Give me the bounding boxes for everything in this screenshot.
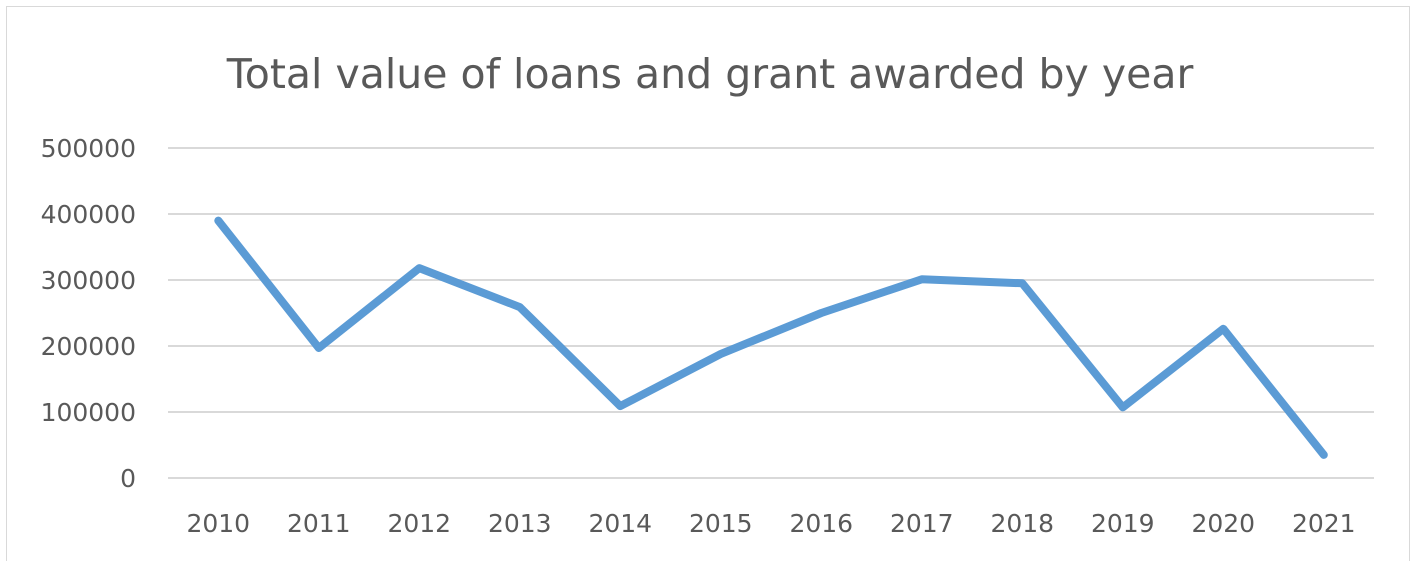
y-tick-label: 100000: [41, 398, 136, 427]
data-point-2021: [1320, 451, 1328, 459]
x-axis-labels: 2010 2011 2012 2013 2014 2015 2016 2017 2018 2019…: [186, 509, 1355, 538]
chart-title: Total value of loans and grant awarded b…: [226, 50, 1194, 98]
series-group: [214, 216, 1328, 459]
x-tick-label: 2018: [990, 509, 1054, 538]
x-tick-label: 2010: [186, 509, 250, 538]
chart-frame: [6, 6, 1410, 561]
data-point-2016: [817, 309, 825, 317]
x-tick-label: 2016: [789, 509, 853, 538]
data-point-2018: [1018, 279, 1026, 287]
x-tick-label: 2011: [287, 509, 351, 538]
y-tick-label: 0: [120, 464, 136, 493]
data-point-2013: [516, 303, 524, 311]
x-tick-label: 2013: [488, 509, 552, 538]
data-point-2012: [415, 264, 423, 272]
data-point-2014: [616, 402, 624, 410]
x-tick-label: 2015: [689, 509, 753, 538]
x-tick-label: 2012: [387, 509, 451, 538]
x-tick-label: 2020: [1191, 509, 1255, 538]
x-tick-label: 2014: [588, 509, 652, 538]
data-point-2011: [315, 344, 323, 352]
data-point-2020: [1219, 325, 1227, 333]
data-point-2017: [918, 275, 926, 283]
series-line: [214, 216, 1328, 459]
x-tick-label: 2019: [1091, 509, 1155, 538]
x-tick-label: 2021: [1292, 509, 1356, 538]
y-tick-label: 500000: [41, 134, 136, 163]
y-tick-label: 200000: [41, 332, 136, 361]
gridlines: [168, 147, 1374, 479]
x-tick-label: 2017: [890, 509, 954, 538]
y-axis-labels: 0 100000 200000 300000 400000 500000: [41, 134, 136, 493]
data-point-2015: [717, 350, 725, 358]
data-point-2019: [1119, 403, 1127, 411]
data-point-2010: [214, 217, 222, 225]
y-tick-label: 300000: [41, 266, 136, 295]
y-tick-label: 400000: [41, 200, 136, 229]
